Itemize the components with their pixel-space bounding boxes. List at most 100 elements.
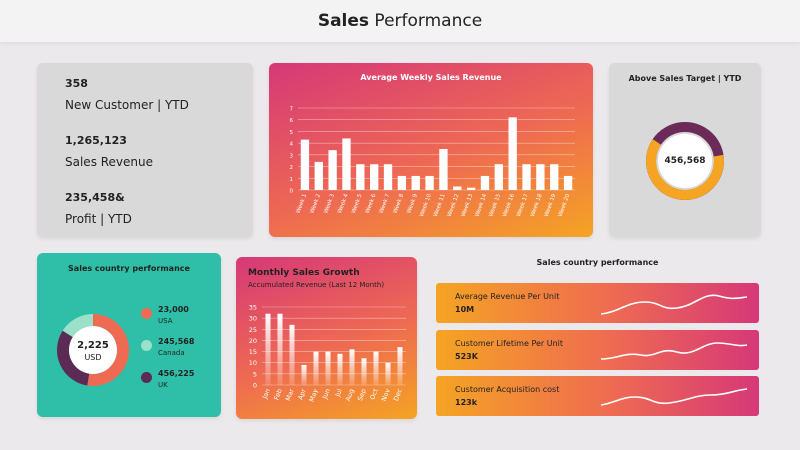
y-tick-label: 35 xyxy=(249,304,257,312)
donut-slice-canada xyxy=(62,314,94,338)
sales-target-card: Above Sales Target | YTD 456,568 xyxy=(609,63,761,237)
metric-value: 523K xyxy=(455,352,478,361)
kpi-value: 235,458& xyxy=(65,191,125,204)
sparkline xyxy=(600,388,748,406)
x-tick-label: Week 2 xyxy=(309,193,322,214)
x-tick-label: Week 14 xyxy=(474,193,488,218)
metric-card-avg-revenue: Average Revenue Per Unit 10M xyxy=(436,283,759,323)
y-tick-label: 20 xyxy=(249,337,257,345)
x-tick-label: Week 10 xyxy=(419,193,433,218)
x-tick-label: Week 1 xyxy=(296,193,309,214)
legend-name: UK xyxy=(158,381,168,389)
page-title: Sales Performance xyxy=(0,0,800,42)
target-progress xyxy=(646,139,724,200)
bar xyxy=(480,175,490,190)
x-tick-label: Week 9 xyxy=(406,193,419,215)
kpi-sales-revenue: 1,265,123 Sales Revenue xyxy=(65,134,253,169)
metric-label: Average Revenue Per Unit xyxy=(455,292,560,301)
bar xyxy=(342,138,351,190)
y-tick-label: 6 xyxy=(290,118,294,124)
legend-value: 245,568 xyxy=(158,337,195,346)
sparkline xyxy=(600,294,748,315)
donut-inner xyxy=(69,326,117,374)
donut-slice-usa xyxy=(87,314,129,386)
sparkline-path xyxy=(600,342,748,360)
metric-card-lifetime: Customer Lifetime Per Unit 523K xyxy=(436,330,759,370)
bar xyxy=(361,358,367,385)
x-tick-label: Apr xyxy=(296,387,307,401)
kpi-label: New Customer | YTD xyxy=(65,98,189,112)
y-tick-label: 4 xyxy=(290,142,294,148)
target-value: 456,568 xyxy=(665,156,706,166)
monthly-chart-title: Monthly Sales Growth xyxy=(248,268,360,278)
y-tick-label: 30 xyxy=(249,315,257,323)
bar xyxy=(383,164,393,190)
performance-title: Sales country performance xyxy=(536,258,659,267)
weekly-revenue-card: Average Weekly Sales Revenue 0 1 2 3 4 5 6 7 Wee… xyxy=(269,63,593,237)
bar xyxy=(466,187,476,190)
bar xyxy=(289,324,295,385)
kpi-card: 358 New Customer | YTD 1,265,123 Sales R… xyxy=(37,63,253,237)
sparkline-path xyxy=(600,294,748,315)
y-tick-label: 0 xyxy=(290,189,294,195)
kpi-value: 358 xyxy=(65,77,88,90)
legend-dot xyxy=(141,372,152,383)
header-bar: Sales Performance xyxy=(0,0,800,42)
monthly-chart-subtitle: Accumulated Revenue (Last 12 Month) xyxy=(248,281,385,289)
bar xyxy=(397,347,403,385)
x-tick-label: Jan xyxy=(260,388,271,401)
x-tick-label: Oct xyxy=(368,387,380,401)
metric-card-acquisition: Customer Acquisition cost 123k xyxy=(436,376,759,416)
bar xyxy=(453,186,462,190)
bar xyxy=(411,175,420,190)
kpi-label: Profit | YTD xyxy=(65,212,132,226)
x-tick-label: Week 6 xyxy=(365,193,378,215)
metric-label: Customer Acquisition cost xyxy=(455,385,560,394)
target-inner xyxy=(658,134,712,188)
x-tick-label: May xyxy=(308,388,320,404)
bar xyxy=(385,362,391,385)
legend-name: USA xyxy=(158,317,173,325)
bar xyxy=(265,313,271,385)
x-tick-label: Week 3 xyxy=(323,193,336,215)
y-tick-label: 10 xyxy=(249,359,257,367)
bar xyxy=(337,353,343,385)
legend-value: 23,000 xyxy=(158,305,189,314)
legend-value: 456,225 xyxy=(158,369,195,378)
x-tick-label: Week 19 xyxy=(544,193,558,218)
x-tick-label: Week 7 xyxy=(379,193,392,215)
page-title-bold: Sales xyxy=(317,11,370,31)
bar xyxy=(328,150,337,190)
metric-label: Customer Lifetime Per Unit xyxy=(455,339,564,348)
y-tick-label: 25 xyxy=(249,326,257,334)
x-tick-label: Week 11 xyxy=(433,193,447,217)
y-tick-label: 5 xyxy=(290,130,294,136)
metric-value: 123k xyxy=(455,398,478,407)
x-tick-label: Week 17 xyxy=(516,193,530,218)
x-tick-label: Week 8 xyxy=(393,193,406,215)
country-title: Sales country performance xyxy=(68,264,190,273)
country-donut-chart: 2,225 USD xyxy=(57,314,129,386)
bar xyxy=(313,351,319,385)
bar xyxy=(349,349,355,385)
legend-dot xyxy=(141,340,152,351)
bar xyxy=(300,139,310,190)
y-tick-label: 3 xyxy=(290,153,294,159)
bar xyxy=(301,364,307,385)
y-tick-label: 15 xyxy=(249,348,257,356)
bar xyxy=(373,351,379,385)
monthly-growth-card: Monthly Sales Growth Accumulated Revenue… xyxy=(236,257,417,419)
x-tick-label: Jul xyxy=(333,387,344,398)
bar xyxy=(522,164,531,190)
sparkline-path xyxy=(600,388,748,406)
donut-slice-uk xyxy=(57,330,90,386)
bar xyxy=(563,175,573,190)
country-performance-card: Sales country performance 2,225 USD 23,0… xyxy=(37,253,221,417)
bar xyxy=(314,161,323,190)
bar xyxy=(536,164,545,190)
legend-name: Canada xyxy=(158,349,185,357)
x-tick-label: Week 12 xyxy=(447,193,461,217)
bar xyxy=(550,164,559,190)
kpi-value: 1,265,123 xyxy=(65,134,127,147)
